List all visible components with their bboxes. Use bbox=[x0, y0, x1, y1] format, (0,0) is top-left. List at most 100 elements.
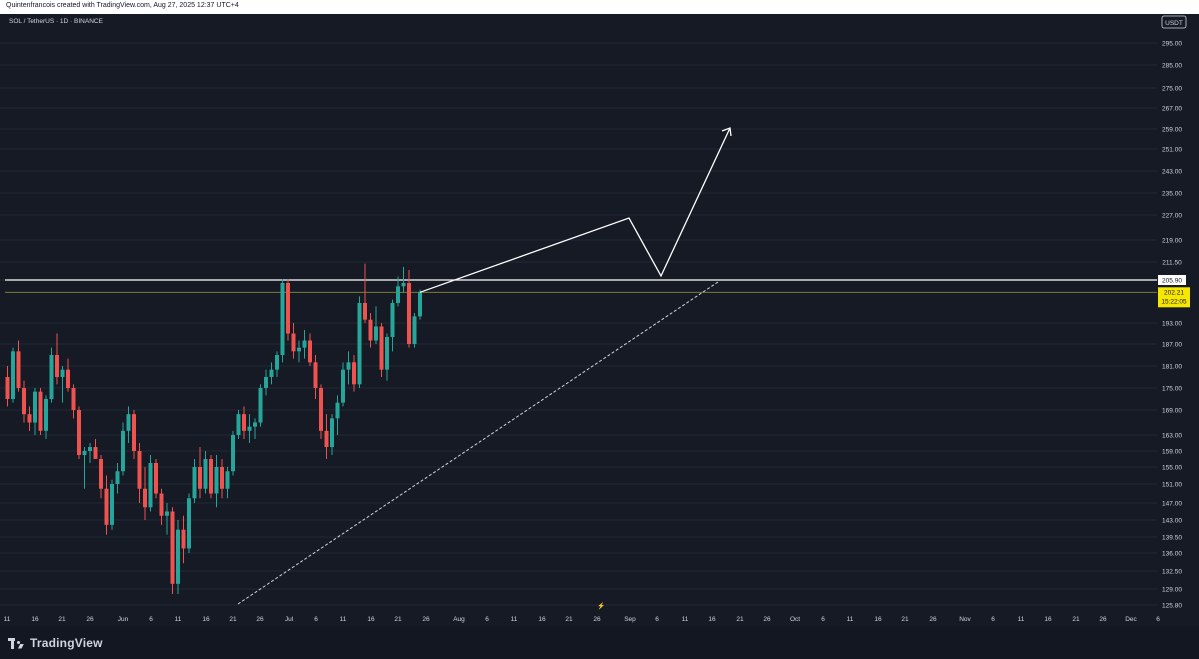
candle-body bbox=[357, 303, 362, 385]
candle-body bbox=[203, 459, 208, 489]
attribution-text: Quintenfrancois created with TradingView… bbox=[6, 2, 239, 9]
candle bbox=[159, 488, 164, 525]
candle bbox=[27, 406, 32, 431]
date-tick-label: 6 bbox=[655, 616, 659, 623]
candle-body bbox=[412, 316, 417, 344]
candle bbox=[82, 447, 87, 489]
date-tick-label: Jul bbox=[285, 616, 294, 623]
price-tick-label: 125.80 bbox=[1162, 602, 1182, 609]
candle bbox=[5, 366, 10, 407]
tradingview-logo[interactable]: TradingView bbox=[8, 636, 103, 650]
price-tick-label: 136.00 bbox=[1162, 550, 1182, 557]
date-tick-label: Aug bbox=[453, 616, 465, 623]
candle bbox=[11, 347, 15, 403]
date-tick-label: 6 bbox=[821, 616, 825, 623]
date-tick-label: 21 bbox=[394, 616, 402, 623]
projection-path: ⚡ bbox=[419, 127, 732, 610]
candle bbox=[407, 270, 411, 348]
candle bbox=[379, 323, 384, 377]
projection-path-line bbox=[419, 127, 731, 293]
candle-body bbox=[291, 333, 296, 352]
candle bbox=[385, 333, 389, 381]
candle-body bbox=[99, 459, 103, 489]
candle-body bbox=[66, 369, 70, 388]
date-tick-label: 6 bbox=[314, 616, 318, 623]
candle-body bbox=[38, 391, 43, 431]
date-tick-label: 11 bbox=[175, 616, 182, 623]
candle-body bbox=[247, 426, 252, 431]
date-tick-label: 26 bbox=[763, 616, 771, 623]
price-tick-label: 187.00 bbox=[1162, 341, 1182, 348]
price-tick-label: 175.00 bbox=[1162, 385, 1182, 392]
price-tick-label: 211.50 bbox=[1162, 259, 1182, 266]
price-tick-label: 193.00 bbox=[1162, 320, 1182, 327]
candle-body bbox=[379, 326, 384, 370]
date-tick-label: 11 bbox=[511, 616, 518, 623]
candle-body bbox=[82, 451, 87, 455]
candle bbox=[170, 507, 175, 594]
attribution-bar: Quintenfrancois created with TradingView… bbox=[0, 0, 1199, 14]
projection-arrow-head bbox=[721, 127, 732, 137]
candle bbox=[313, 355, 318, 399]
footer-bar bbox=[0, 626, 1199, 659]
candle bbox=[253, 418, 257, 439]
candle-body bbox=[269, 369, 274, 377]
candle bbox=[110, 479, 114, 530]
candle bbox=[165, 503, 169, 535]
price-axis-bg bbox=[1157, 14, 1199, 626]
candle-body bbox=[60, 369, 65, 377]
candle bbox=[302, 330, 307, 359]
date-tick-label: 6 bbox=[485, 616, 489, 623]
date-tick-label: 11 bbox=[1018, 616, 1025, 623]
candle-body bbox=[236, 414, 241, 435]
candle-body bbox=[407, 283, 411, 344]
candle bbox=[209, 455, 213, 499]
candle bbox=[374, 306, 378, 344]
candle bbox=[418, 289, 422, 320]
candle bbox=[143, 467, 147, 520]
candle bbox=[341, 362, 345, 407]
candle bbox=[346, 351, 351, 385]
candle-body bbox=[181, 529, 186, 549]
candle-body bbox=[33, 391, 37, 423]
price-tick-label: 159.00 bbox=[1162, 448, 1182, 455]
candle-body bbox=[214, 467, 219, 494]
candle bbox=[363, 263, 367, 323]
candles bbox=[5, 263, 422, 594]
candle-body bbox=[77, 410, 81, 455]
date-tick-label: 11 bbox=[4, 616, 11, 623]
candle-body bbox=[148, 463, 153, 508]
candle-body bbox=[335, 402, 340, 419]
price-tick-label: 163.00 bbox=[1162, 432, 1182, 439]
candle-body bbox=[341, 369, 345, 403]
candle-body bbox=[154, 463, 158, 494]
candle bbox=[192, 459, 197, 503]
price-tick-label: 139.50 bbox=[1162, 534, 1182, 541]
date-tick-label: 16 bbox=[202, 616, 210, 623]
candle bbox=[22, 380, 26, 423]
candle-body bbox=[137, 451, 142, 489]
candle bbox=[242, 406, 246, 439]
candle-body bbox=[22, 388, 26, 415]
date-tick-label: 6 bbox=[149, 616, 153, 623]
currency-box bbox=[1161, 15, 1187, 29]
candle-body bbox=[110, 484, 114, 525]
last-price-label: 202.21 bbox=[1164, 290, 1184, 297]
chart-frame[interactable] bbox=[0, 14, 1199, 659]
candle-body bbox=[5, 377, 10, 399]
candle bbox=[66, 358, 70, 392]
date-tick-label: 11 bbox=[682, 616, 689, 623]
candle bbox=[44, 395, 48, 439]
candle-body bbox=[418, 292, 422, 317]
price-tick-label: 227.00 bbox=[1162, 212, 1182, 219]
candle-body bbox=[198, 467, 202, 489]
candle bbox=[280, 279, 285, 363]
candle-body bbox=[49, 355, 54, 399]
candle bbox=[176, 520, 180, 594]
candle-body bbox=[308, 340, 312, 363]
candle-body bbox=[11, 351, 15, 399]
date-tick-label: 11 bbox=[847, 616, 854, 623]
tradingview-logo-icon bbox=[8, 637, 24, 649]
date-tick-label: 26 bbox=[422, 616, 430, 623]
